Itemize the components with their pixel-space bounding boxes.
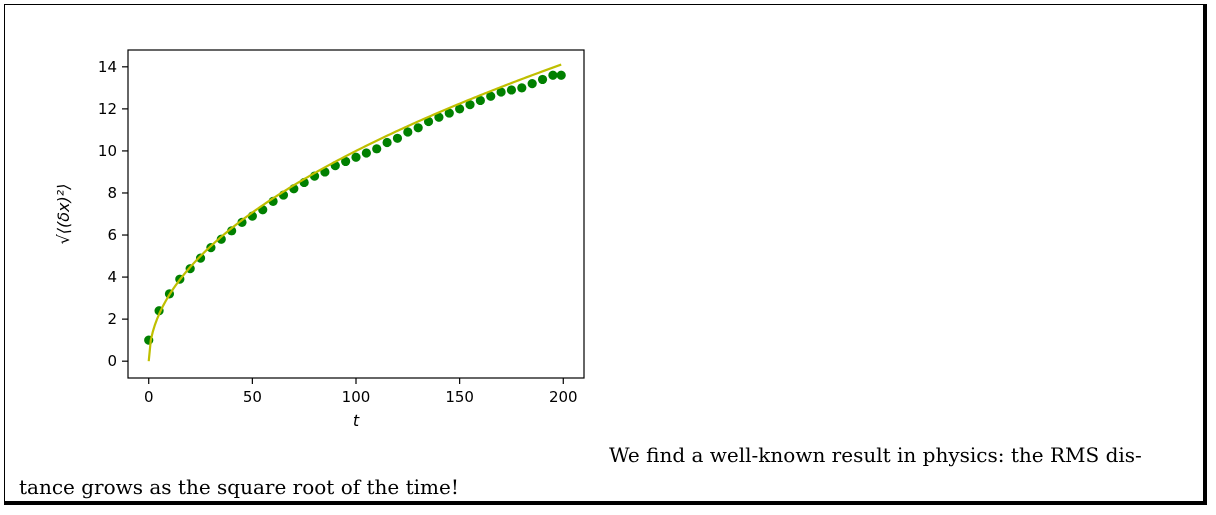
data-point [341, 156, 351, 167]
y-tick-label: 6 [107, 226, 117, 244]
y-tick-label: 0 [107, 352, 117, 370]
y-tick-label: 4 [107, 268, 117, 286]
x-tick-label: 50 [243, 388, 262, 406]
y-axis-label: √⟨(δx)²⟩ [54, 184, 73, 245]
data-point [455, 104, 465, 114]
x-axis-label: t [353, 411, 360, 430]
data-point [372, 144, 382, 154]
y-tick-label: 10 [98, 142, 117, 160]
rms-chart: 0 50 100 150 200 0 2 4 6 8 10 12 14 t √⟨(δx)²⟩ [54, 49, 585, 430]
data-point [423, 116, 434, 127]
y-tick-label: 8 [107, 184, 117, 202]
data-point [361, 148, 371, 158]
data-point [227, 226, 237, 236]
data-point [465, 100, 475, 110]
data-point [195, 253, 206, 263]
data-point [434, 112, 444, 122]
x-tick-label: 0 [144, 388, 154, 406]
plot-area: 0 50 100 150 200 0 2 4 6 8 10 12 14 t √⟨(δx)²⟩ [54, 49, 585, 430]
plot-frame [127, 49, 585, 379]
y-tick-label: 12 [98, 100, 117, 118]
page-frame: 0 50 100 150 200 0 2 4 6 8 10 12 14 t √⟨(δx)²⟩ We find… [4, 4, 1207, 505]
data-point [517, 83, 527, 93]
sqrt-fit-line [147, 63, 562, 362]
data-point [403, 127, 413, 137]
data-point [237, 217, 247, 228]
x-tick-label: 150 [445, 388, 474, 406]
data-point [537, 74, 548, 85]
data-point [486, 91, 496, 101]
data-point [475, 95, 485, 106]
data-point [548, 70, 558, 80]
caption-line-2: tance grows as the square root of the ti… [19, 475, 459, 499]
x-tick-label: 100 [342, 388, 371, 406]
caption-line-1: We find a well-known result in physics: … [609, 443, 1142, 467]
y-tick-label: 2 [107, 310, 117, 328]
data-point [527, 79, 537, 89]
x-tick-label: 200 [549, 388, 578, 406]
data-point [556, 70, 566, 80]
data-point [496, 87, 506, 97]
data-point [506, 85, 517, 95]
y-tick-label: 14 [98, 58, 117, 76]
data-point [413, 123, 423, 133]
data-point [392, 133, 403, 143]
data-point [351, 152, 361, 162]
data-point [444, 108, 454, 118]
data-point [216, 234, 226, 244]
data-point [382, 137, 392, 148]
